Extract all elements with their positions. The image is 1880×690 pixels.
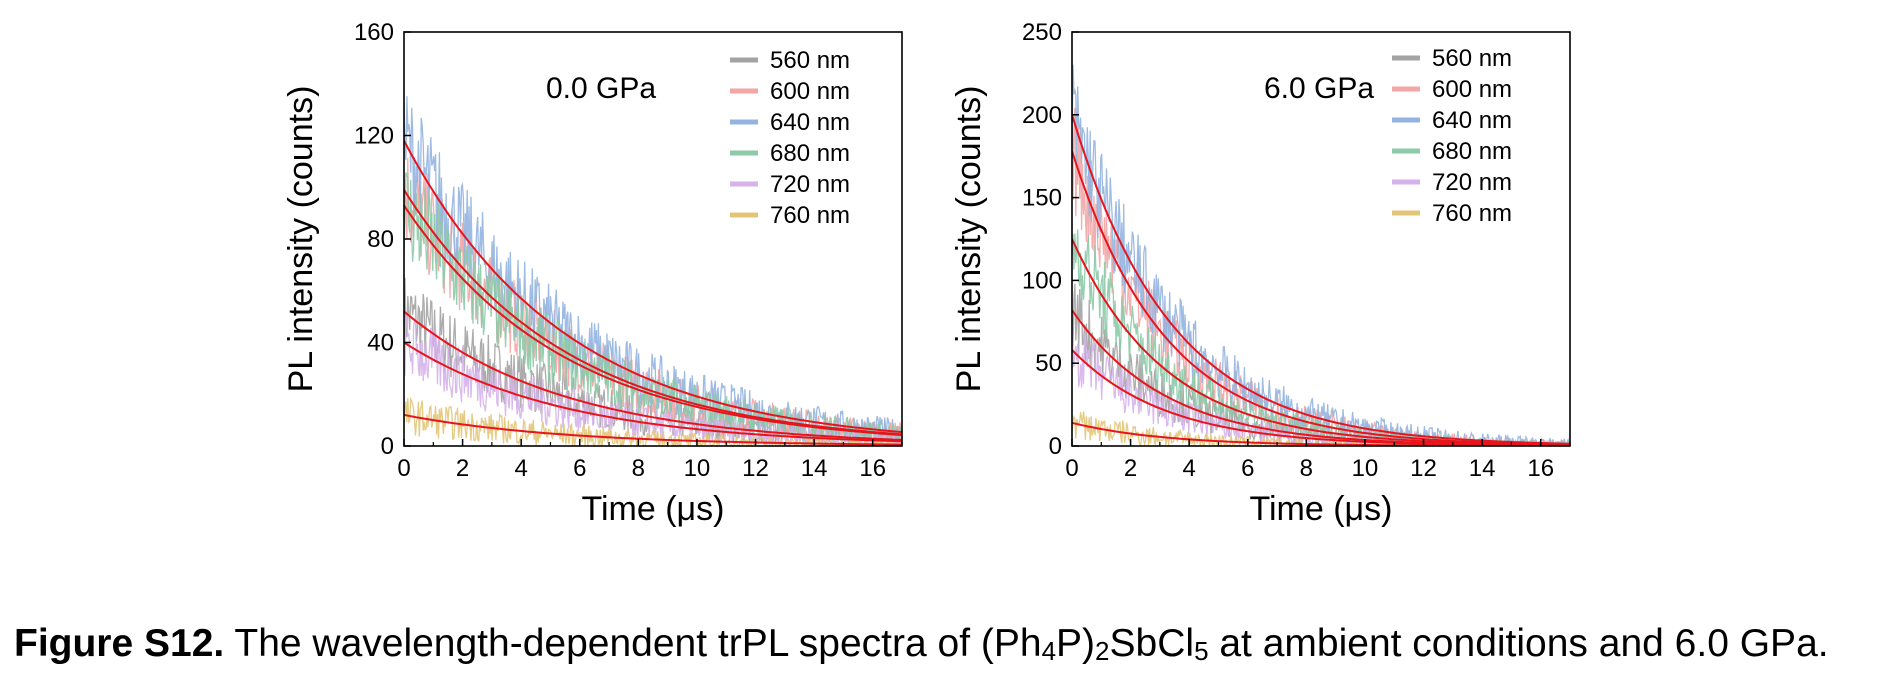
legend-label: 680 nm [1432, 138, 1512, 165]
legend-label: 560 nm [1432, 45, 1512, 72]
y-tick-label: 80 [367, 226, 394, 253]
data-layer [404, 96, 902, 446]
y-tick-label: 100 [1022, 267, 1062, 294]
x-tick-label: 10 [1352, 455, 1379, 482]
plot-frame [1071, 31, 1571, 447]
caption-text-1: The wavelength-dependent trPL spectra of… [224, 622, 1042, 665]
caption-text-4: at ambient conditions and 6.0 GPa. [1208, 622, 1829, 665]
y-tick-label: 0 [1049, 433, 1062, 460]
x-tick-label: 16 [859, 455, 886, 482]
y-axis-label: PL intensity (counts) [950, 86, 988, 393]
legend-label: 560 nm [770, 47, 850, 74]
x-tick-label: 4 [514, 455, 527, 482]
legend: 560 nm 600 nm 640 nm 680 nm 720 nm 760 nm [730, 47, 850, 229]
x-tick-label: 14 [801, 455, 828, 482]
legend-label: 600 nm [1432, 76, 1512, 103]
x-tick-label: 10 [684, 455, 711, 482]
x-tick-label: 6 [1241, 455, 1254, 482]
caption-sub-1: 4 [1041, 636, 1057, 666]
chart-panel-2: 0 2 4 6 8 10 12 14 16 0 50 100 150 200 250 Time (μs) PL … [950, 19, 1571, 528]
x-tick-label: 2 [1124, 455, 1137, 482]
legend: 560 nm 600 nm 640 nm 680 nm 720 nm 760 nm [1392, 45, 1512, 227]
legend-label: 720 nm [770, 171, 850, 198]
x-tick-label: 6 [573, 455, 586, 482]
caption-text-2: P) [1056, 622, 1096, 665]
raw-trace-760-nm [404, 396, 902, 446]
y-tick-label: 40 [367, 330, 394, 357]
pressure-annotation: 0.0 GPa [546, 72, 656, 105]
caption-sub-2: 2 [1095, 636, 1110, 666]
x-axis-label: Time (μs) [582, 490, 725, 528]
legend-label: 760 nm [1432, 200, 1512, 227]
fit-curve-680-nm [1072, 238, 1570, 446]
raw-trace-720-nm [404, 313, 902, 446]
x-tick-label: 16 [1527, 455, 1554, 482]
legend-label: 680 nm [770, 140, 850, 167]
caption-sub-3: 5 [1194, 636, 1209, 666]
pressure-annotation: 6.0 GPa [1264, 72, 1374, 105]
y-tick-label: 200 [1022, 102, 1062, 129]
fit-curve-760-nm [404, 413, 902, 446]
y-axis-label: PL intensity (counts) [282, 86, 320, 393]
y-tick-label: 150 [1022, 185, 1062, 212]
raw-trace-600-nm [404, 157, 902, 446]
legend-label: 640 nm [1432, 107, 1512, 134]
figure-caption: Figure S12. The wavelength-dependent trP… [14, 622, 1829, 667]
legend-label: 760 nm [770, 202, 850, 229]
x-tick-label: 2 [456, 455, 469, 482]
y-tick-label: 120 [354, 123, 394, 150]
x-tick-label: 0 [1065, 455, 1078, 482]
fit-curve-560-nm [404, 310, 902, 441]
x-axis-label: Time (μs) [1250, 490, 1393, 528]
y-tick-label: 0 [381, 433, 394, 460]
y-tick-label: 50 [1035, 350, 1062, 377]
y-tick-label: 160 [354, 19, 394, 46]
fit-curve-640-nm [404, 140, 902, 434]
x-tick-label: 8 [632, 455, 645, 482]
data-layer [1072, 64, 1570, 446]
fit-curve-720-nm [404, 341, 902, 443]
fit-curve-600-nm [404, 189, 902, 436]
fit-curve-680-nm [404, 204, 902, 437]
caption-text-3: SbCl [1109, 622, 1195, 665]
x-tick-label: 12 [742, 455, 769, 482]
legend-label: 720 nm [1432, 169, 1512, 196]
x-tick-label: 14 [1469, 455, 1496, 482]
x-tick-label: 4 [1182, 455, 1195, 482]
legend-label: 640 nm [770, 109, 850, 136]
x-tick-label: 12 [1410, 455, 1437, 482]
x-tick-label: 8 [1300, 455, 1313, 482]
legend-label: 600 nm [770, 78, 850, 105]
caption-label: Figure S12. [14, 622, 225, 665]
fit-curve-640-nm [1072, 114, 1570, 445]
x-tick-label: 0 [397, 455, 410, 482]
y-tick-label: 250 [1022, 19, 1062, 46]
